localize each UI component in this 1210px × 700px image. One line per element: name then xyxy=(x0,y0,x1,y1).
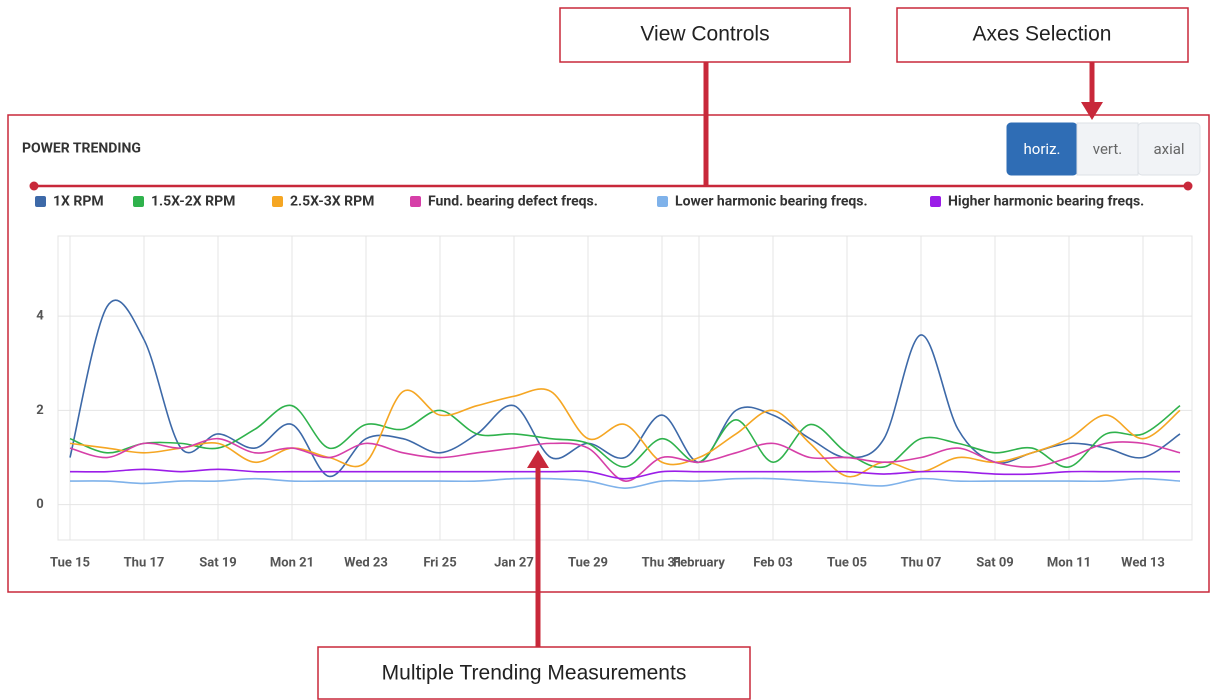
x-tick-label: Feb 03 xyxy=(753,555,792,570)
series-line xyxy=(69,437,1181,482)
legend-label: Lower harmonic bearing freqs. xyxy=(675,194,868,210)
x-tick-label: Wed 23 xyxy=(344,555,388,570)
x-tick-label: Mon 11 xyxy=(1047,555,1091,570)
x-tick-label: Fri 25 xyxy=(423,555,456,570)
plot-frame xyxy=(57,235,1193,541)
legend-swatch xyxy=(272,196,283,207)
annotation-layer: View Controls Axes Selection Multiple Tr… xyxy=(29,7,1193,700)
legend-label: 1X RPM xyxy=(53,194,104,210)
annotation: View Controls xyxy=(640,23,769,46)
legend-swatch xyxy=(657,196,668,207)
plot: Tue 15 Thu 17 Sat 19 Mon 21 Wed 23 Fri 25 Jan … xyxy=(36,235,1193,570)
y-tick-label: 4 xyxy=(36,309,44,324)
x-tick-label: Tue 29 xyxy=(568,555,608,570)
legend-swatch xyxy=(35,196,46,207)
x-tick-label: February xyxy=(673,555,725,570)
annotation-box xyxy=(317,646,751,700)
axis-button-label[interactable]: vert. xyxy=(1093,140,1122,158)
annotation-box xyxy=(896,7,1189,63)
axis-button-label[interactable]: axial xyxy=(1153,140,1184,158)
y-tick-label: 0 xyxy=(36,497,43,512)
callout-arrow xyxy=(527,450,549,468)
legend-label: 2.5X-3X RPM xyxy=(290,194,374,210)
x-tick-label: Tue 15 xyxy=(50,555,90,570)
legend: 1X RPM 1.5X-2X RPM 2.5X-3X RPM Fund. bearin… xyxy=(35,194,1144,210)
y-tick-label: 2 xyxy=(36,403,43,418)
annotation: Multiple Trending Measurements xyxy=(382,662,687,685)
x-tick-label: Tue 05 xyxy=(827,555,867,570)
x-tick-label: Mon 21 xyxy=(270,555,314,570)
axis-button[interactable] xyxy=(1076,122,1139,176)
x-tick-label: Jan 27 xyxy=(494,555,534,570)
legend-swatch xyxy=(930,196,941,207)
callout-dot xyxy=(29,181,39,191)
x-tick-label: Thu 07 xyxy=(901,555,942,570)
series-line xyxy=(69,468,1180,480)
callout-arrow xyxy=(1081,102,1103,120)
legend-label: 1.5X-2X RPM xyxy=(151,194,235,210)
callout-dot xyxy=(1183,181,1193,191)
legend-swatch xyxy=(410,196,421,207)
annotation-box xyxy=(559,7,851,63)
legend-label: Higher harmonic bearing freqs. xyxy=(948,194,1144,210)
x-tick-label: Thu 31 xyxy=(642,555,683,570)
axis-button[interactable] xyxy=(1137,122,1201,176)
panel-highlight xyxy=(7,114,1210,593)
legend-swatch xyxy=(133,196,144,207)
annotation: Axes Selection xyxy=(973,23,1112,46)
panel-title: POWER TRENDING xyxy=(22,141,141,157)
legend-label: Fund. bearing defect freqs. xyxy=(428,194,598,210)
x-tick-label: Thu 17 xyxy=(124,555,165,570)
axes-buttons: horiz. vert. axial xyxy=(1006,122,1201,176)
x-tick-label: Wed 13 xyxy=(1121,555,1165,570)
axis-button-label[interactable]: horiz. xyxy=(1024,140,1061,158)
series-line xyxy=(69,477,1181,489)
x-tick-label: Sat 19 xyxy=(199,555,237,570)
x-tick-label: Sat 09 xyxy=(976,555,1014,570)
series-line xyxy=(69,404,1181,469)
